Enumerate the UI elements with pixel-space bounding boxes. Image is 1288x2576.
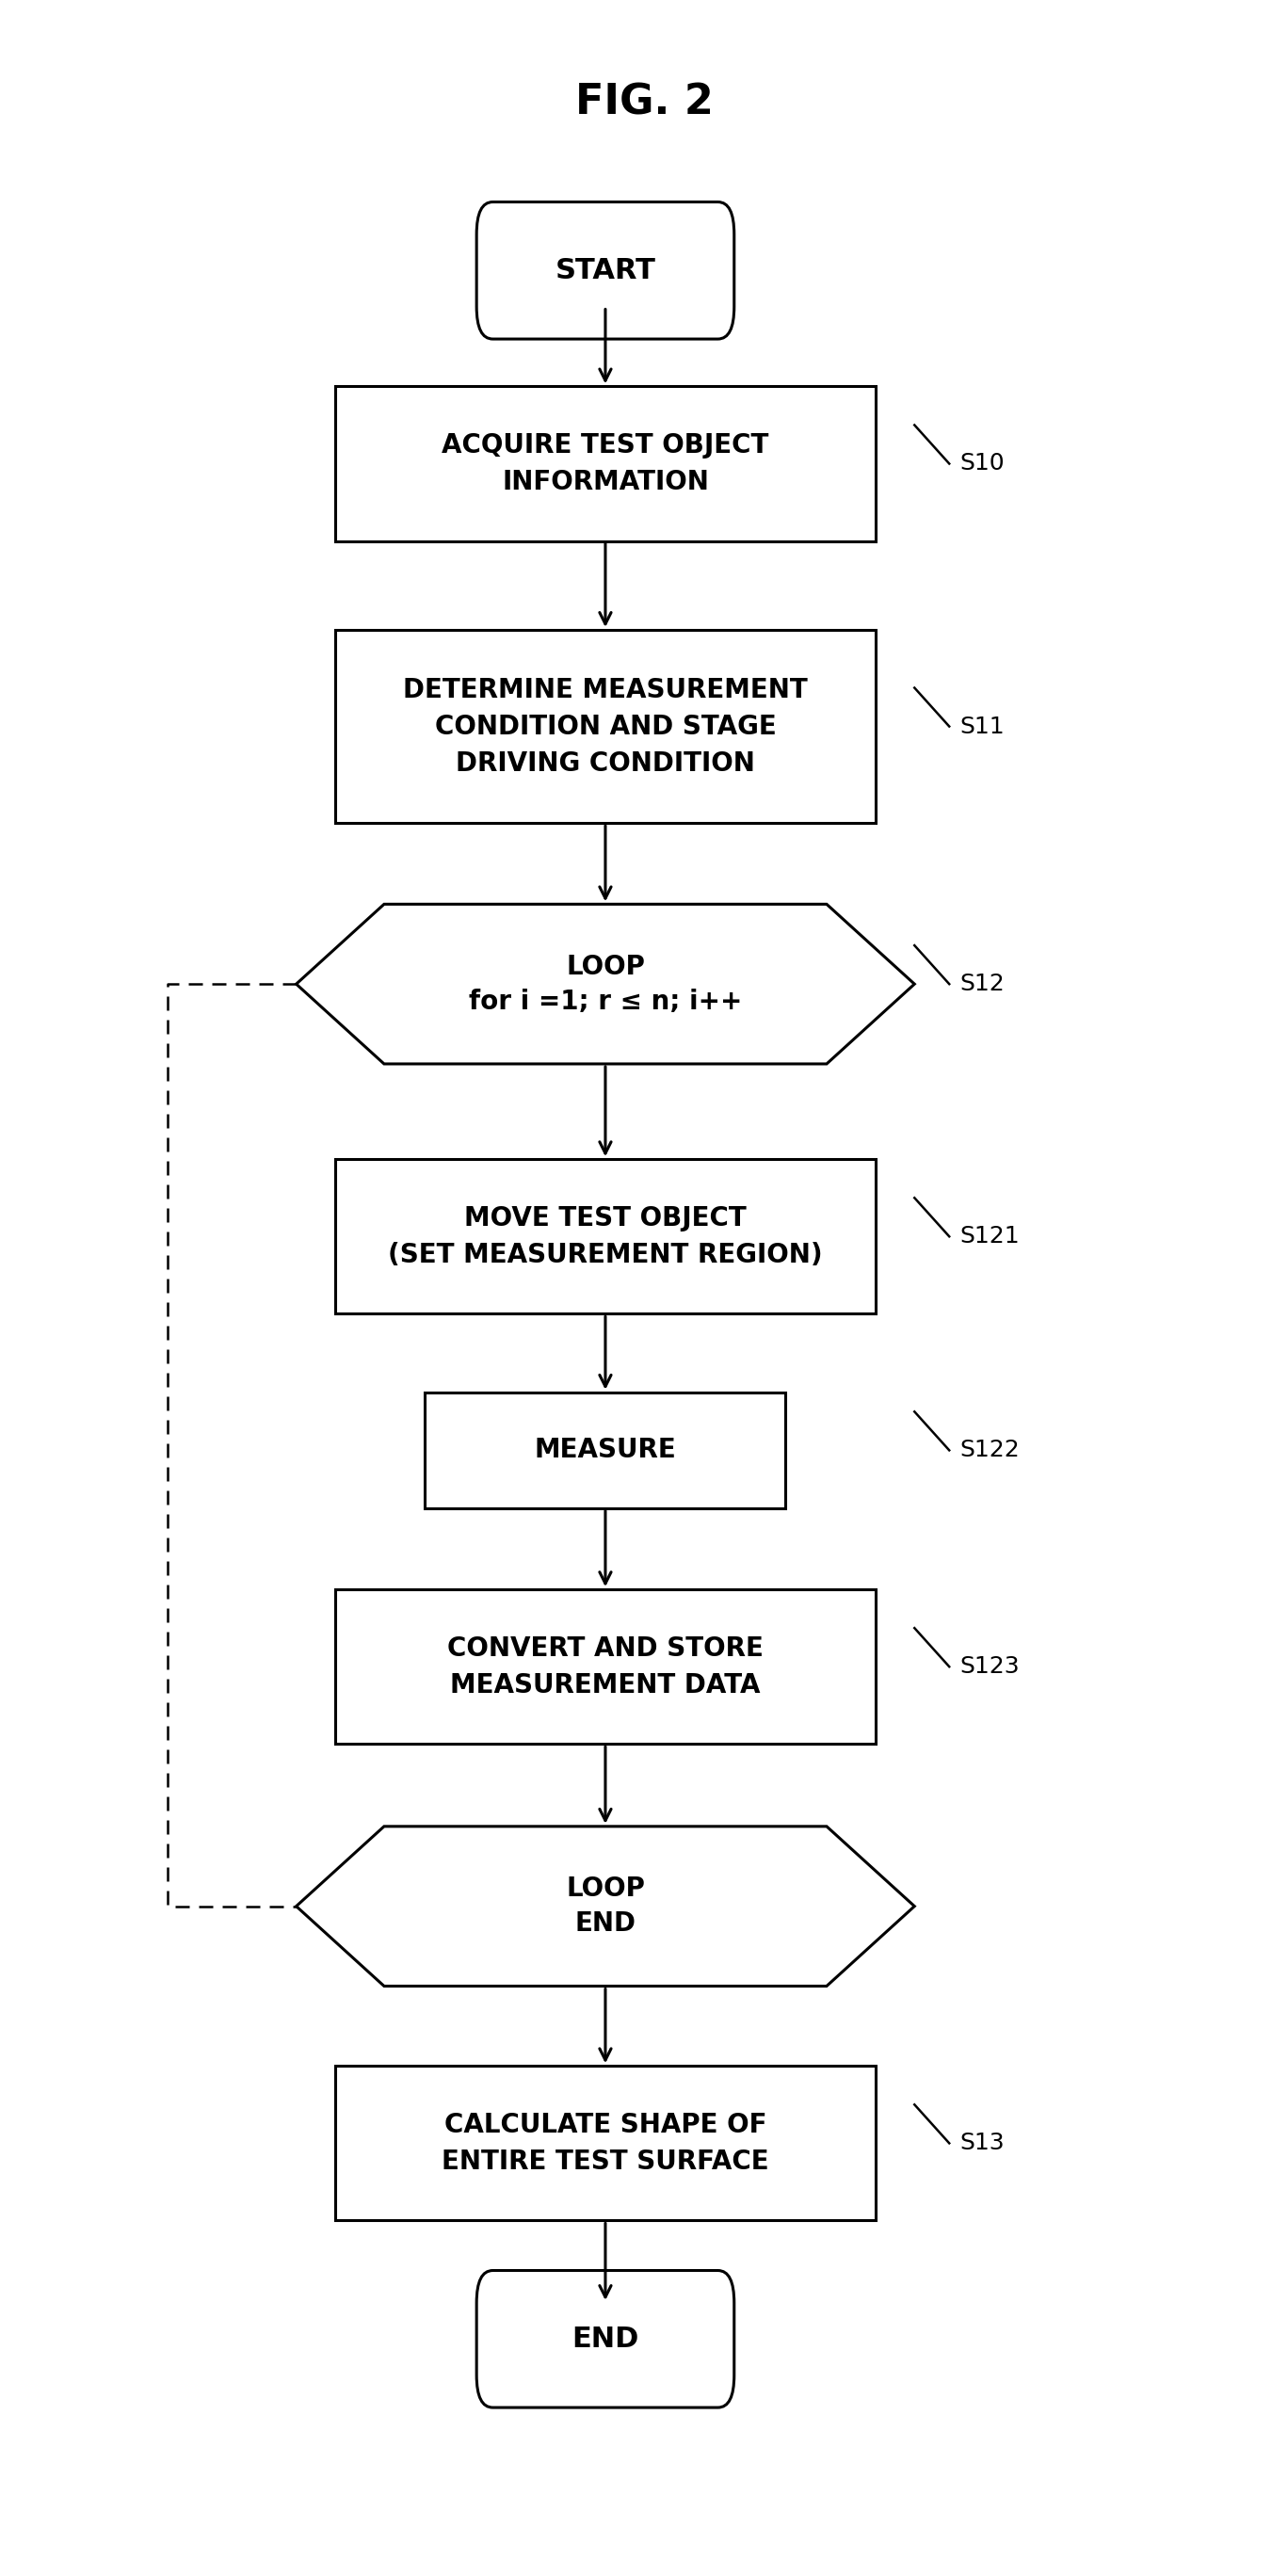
Text: START: START — [555, 258, 656, 283]
Text: S122: S122 — [960, 1440, 1020, 1461]
Text: CONVERT AND STORE
MEASUREMENT DATA: CONVERT AND STORE MEASUREMENT DATA — [447, 1636, 764, 1698]
Text: S13: S13 — [960, 2133, 1005, 2154]
Text: S10: S10 — [960, 453, 1005, 474]
Bar — [425, 1394, 786, 1510]
Text: S12: S12 — [960, 974, 1005, 994]
Text: LOOP
for i =1; r ≤ n; i++: LOOP for i =1; r ≤ n; i++ — [469, 953, 742, 1015]
Text: DETERMINE MEASUREMENT
CONDITION AND STAGE
DRIVING CONDITION: DETERMINE MEASUREMENT CONDITION AND STAG… — [403, 677, 808, 775]
Text: END: END — [572, 2326, 639, 2352]
Text: S121: S121 — [960, 1226, 1020, 1247]
Text: S11: S11 — [960, 716, 1005, 737]
Text: MOVE TEST OBJECT
(SET MEASUREMENT REGION): MOVE TEST OBJECT (SET MEASUREMENT REGION… — [388, 1206, 823, 1267]
Polygon shape — [296, 1826, 914, 1986]
Text: FIG. 2: FIG. 2 — [574, 82, 714, 124]
Text: LOOP
END: LOOP END — [565, 1875, 645, 1937]
Bar — [335, 2066, 876, 2221]
FancyBboxPatch shape — [477, 201, 734, 340]
Polygon shape — [296, 904, 914, 1064]
Text: ACQUIRE TEST OBJECT
INFORMATION: ACQUIRE TEST OBJECT INFORMATION — [442, 433, 769, 495]
Bar — [335, 1589, 876, 1744]
Text: CALCULATE SHAPE OF
ENTIRE TEST SURFACE: CALCULATE SHAPE OF ENTIRE TEST SURFACE — [442, 2112, 769, 2174]
Text: S123: S123 — [960, 1656, 1020, 1677]
Text: MEASURE: MEASURE — [535, 1437, 676, 1463]
Bar — [335, 631, 876, 824]
Bar — [335, 1159, 876, 1314]
Bar — [335, 386, 876, 541]
FancyBboxPatch shape — [477, 2269, 734, 2409]
